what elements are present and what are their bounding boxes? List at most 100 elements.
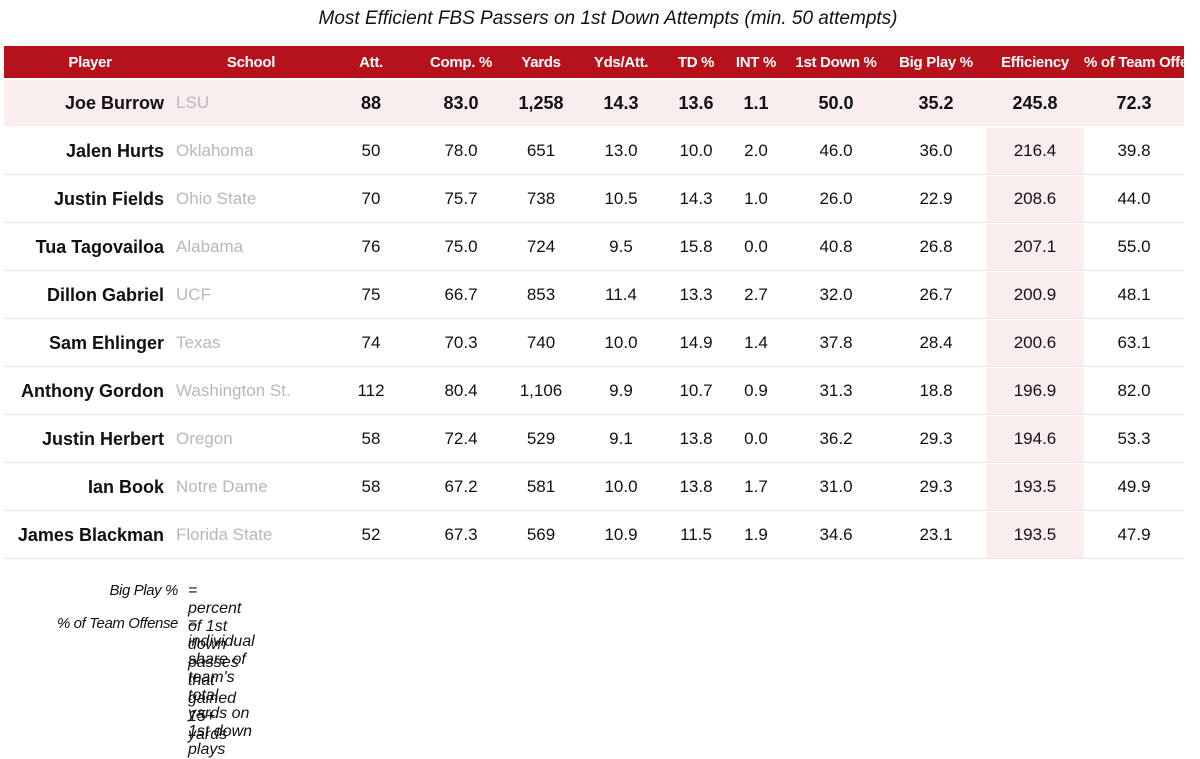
cell-yards: 529 bbox=[526, 429, 556, 448]
cell-first-down-pct: 36.2 bbox=[819, 429, 853, 448]
table-row: Dillon Gabriel UCF 75 66.7 853 11.4 13.3 2.7 32.… bbox=[4, 272, 1184, 319]
table-title: Most Efficient FBS Passers on 1st Down A… bbox=[318, 8, 898, 29]
cell-yards: 740 bbox=[526, 333, 556, 352]
cell-yards-per-attempt: 10.0 bbox=[604, 477, 638, 496]
cell-int-pct: 2.7 bbox=[744, 285, 768, 304]
cell-completion-pct: 66.7 bbox=[444, 285, 478, 304]
cell-attempts: 58 bbox=[361, 429, 381, 448]
cell-completion-pct: 80.4 bbox=[444, 381, 478, 400]
cell-attempts: 52 bbox=[361, 525, 381, 544]
cell-school: Notre Dame bbox=[176, 477, 268, 496]
cell-school: LSU bbox=[176, 93, 210, 112]
cell-big-play-pct: 28.4 bbox=[919, 333, 953, 352]
cell-efficiency: 200.9 bbox=[986, 272, 1084, 318]
cell-completion-pct: 78.0 bbox=[444, 141, 478, 160]
cell-int-pct: 0.9 bbox=[744, 381, 768, 400]
cell-td-pct: 13.8 bbox=[679, 477, 713, 496]
cell-big-play-pct: 36.0 bbox=[919, 141, 953, 160]
cell-player: Justin Fields bbox=[53, 188, 164, 209]
cell-efficiency: 193.5 bbox=[986, 512, 1084, 558]
cell-player: Justin Herbert bbox=[41, 428, 164, 449]
cell-efficiency: 207.1 bbox=[986, 224, 1084, 270]
cell-player: Anthony Gordon bbox=[21, 380, 164, 401]
cell-first-down-pct: 37.8 bbox=[819, 333, 853, 352]
cell-yards: 1,106 bbox=[519, 381, 563, 400]
table-row: Jalen Hurts Oklahoma 50 78.0 651 13.0 10.0 2.0 4… bbox=[4, 128, 1184, 175]
cell-efficiency: 193.5 bbox=[986, 464, 1084, 510]
cell-attempts: 50 bbox=[361, 141, 381, 160]
cell-first-down-pct: 32.0 bbox=[819, 285, 853, 304]
cell-yards: 651 bbox=[526, 141, 556, 160]
cell-big-play-pct: 29.3 bbox=[919, 429, 953, 448]
cell-yards: 569 bbox=[526, 525, 556, 544]
cell-first-down-pct: 40.8 bbox=[819, 237, 853, 256]
cell-yards-per-attempt: 10.0 bbox=[604, 333, 638, 352]
table-row: Joe Burrow LSU 88 83.0 1,258 14.3 13.6 1.1 50.0 3… bbox=[4, 80, 1184, 126]
cell-td-pct: 14.3 bbox=[679, 189, 713, 208]
cell-school: Washington St. bbox=[176, 381, 291, 400]
cell-first-down-pct: 34.6 bbox=[819, 525, 853, 544]
cell-efficiency: 200.6 bbox=[986, 320, 1084, 366]
cell-completion-pct: 70.3 bbox=[444, 333, 478, 352]
cell-td-pct: 13.6 bbox=[678, 92, 714, 113]
cell-efficiency: 196.9 bbox=[986, 368, 1084, 414]
cell-team-offense-pct: 48.1 bbox=[1117, 285, 1151, 304]
cell-completion-pct: 75.0 bbox=[444, 237, 478, 256]
column-header-td-pct: TD % bbox=[677, 53, 715, 71]
cell-player: Sam Ehlinger bbox=[48, 332, 164, 353]
cell-td-pct: 13.8 bbox=[679, 429, 713, 448]
cell-efficiency: 216.4 bbox=[986, 128, 1084, 174]
cell-player: Ian Book bbox=[87, 476, 164, 497]
table-row: Justin Fields Ohio State 70 75.7 738 10.5 14.3… bbox=[4, 176, 1184, 223]
cell-attempts: 88 bbox=[360, 92, 382, 113]
cell-school: Oklahoma bbox=[176, 141, 254, 160]
cell-td-pct: 10.7 bbox=[679, 381, 713, 400]
table-row: Anthony Gordon Washington St. 112 80.4 1,106… bbox=[4, 368, 1184, 415]
table-row: Sam Ehlinger Texas 74 70.3 740 10.0 14.9 1.4 37.… bbox=[4, 320, 1184, 367]
column-header-team-offense-pct: % of Team Offense bbox=[1084, 53, 1200, 71]
cell-yards-per-attempt: 9.1 bbox=[609, 429, 633, 448]
cell-player: Dillon Gabriel bbox=[46, 284, 164, 305]
cell-attempts: 74 bbox=[361, 333, 381, 352]
cell-first-down-pct: 31.3 bbox=[819, 381, 853, 400]
footnote-definition-team-offense: = individual share of team's total yards… bbox=[188, 615, 255, 758]
cell-team-offense-pct: 63.1 bbox=[1117, 333, 1151, 352]
cell-yards-per-attempt: 13.0 bbox=[604, 141, 638, 160]
cell-school: Florida State bbox=[176, 525, 273, 544]
footnote-term-big-play: Big Play % bbox=[109, 582, 178, 599]
cell-yards-per-attempt: 10.5 bbox=[604, 189, 638, 208]
cell-yards-per-attempt: 9.9 bbox=[609, 381, 633, 400]
cell-attempts: 58 bbox=[361, 477, 381, 496]
table-row: Ian Book Notre Dame 58 67.2 581 10.0 13.8 1.7 31… bbox=[4, 464, 1184, 511]
cell-int-pct: 2.0 bbox=[744, 141, 768, 160]
cell-first-down-pct: 31.0 bbox=[819, 477, 853, 496]
cell-big-play-pct: 26.8 bbox=[919, 237, 953, 256]
cell-td-pct: 11.5 bbox=[680, 525, 712, 544]
cell-big-play-pct: 22.9 bbox=[919, 189, 953, 208]
cell-td-pct: 14.9 bbox=[679, 333, 713, 352]
column-header-attempts: Att. bbox=[359, 53, 383, 71]
cell-int-pct: 0.0 bbox=[744, 429, 768, 448]
cell-int-pct: 1.1 bbox=[743, 92, 769, 113]
column-header-yards: Yards bbox=[521, 53, 561, 71]
cell-yards-per-attempt: 11.4 bbox=[605, 285, 637, 304]
cell-completion-pct: 67.2 bbox=[444, 477, 478, 496]
cell-big-play-pct: 29.3 bbox=[919, 477, 953, 496]
column-header-player: Player bbox=[68, 53, 112, 71]
cell-efficiency: 194.6 bbox=[986, 416, 1084, 462]
cell-first-down-pct: 46.0 bbox=[819, 141, 853, 160]
cell-attempts: 76 bbox=[361, 237, 381, 256]
cell-big-play-pct: 18.8 bbox=[919, 381, 953, 400]
cell-int-pct: 1.0 bbox=[744, 189, 768, 208]
cell-yards: 738 bbox=[526, 189, 556, 208]
cell-int-pct: 1.7 bbox=[744, 477, 768, 496]
column-header-first-down-pct: 1st Down % bbox=[795, 53, 877, 71]
cell-player: James Blackman bbox=[17, 524, 164, 545]
cell-team-offense-pct: 55.0 bbox=[1117, 237, 1151, 256]
table-row: James Blackman Florida State 52 67.3 569 10.9… bbox=[4, 512, 1184, 559]
cell-td-pct: 13.3 bbox=[679, 285, 713, 304]
cell-big-play-pct: 23.1 bbox=[919, 525, 953, 544]
cell-player: Jalen Hurts bbox=[65, 140, 164, 161]
table-header: Player School Att. Comp. % Yards Yds/Att. TD %… bbox=[4, 46, 1200, 78]
cell-td-pct: 15.8 bbox=[679, 237, 713, 256]
